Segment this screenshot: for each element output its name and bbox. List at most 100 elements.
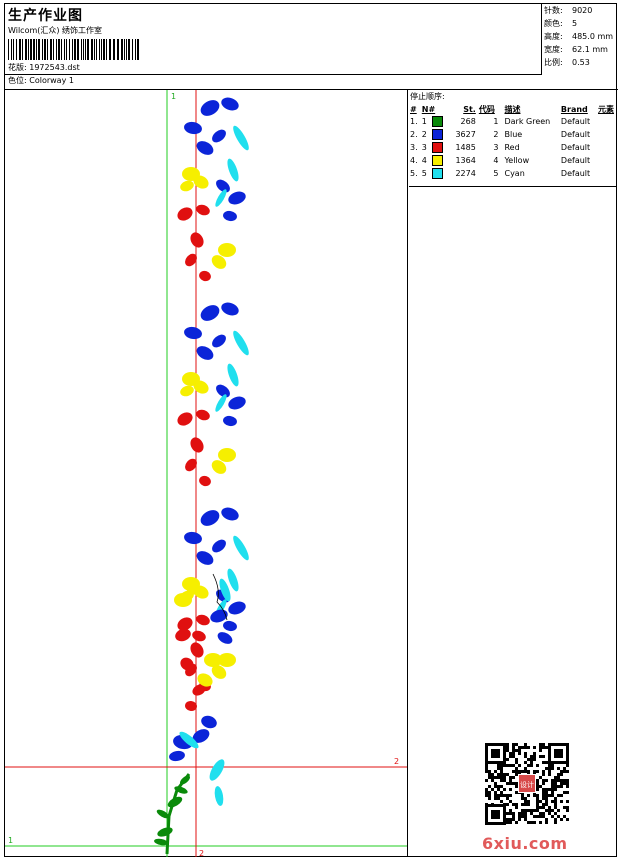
- qr-module: [509, 809, 512, 812]
- blue-leaf: [210, 609, 228, 623]
- blue-leaf: [196, 551, 214, 565]
- qr-finder: [554, 749, 563, 758]
- qr-module: [548, 809, 551, 812]
- qr-module: [539, 743, 542, 746]
- qr-module: [536, 797, 539, 800]
- blue-leaf: [228, 191, 246, 205]
- qr-module: [539, 749, 542, 752]
- qr-module: [497, 785, 500, 788]
- qr-module: [515, 803, 518, 806]
- qr-module: [557, 794, 560, 797]
- sheet-title: 生产作业图: [8, 8, 83, 24]
- qr-module: [557, 785, 560, 788]
- qr-module: [554, 785, 557, 788]
- color-swatch: [431, 168, 443, 179]
- qr-module: [515, 773, 518, 776]
- qr-module: [527, 746, 530, 749]
- cyan-leaf: [214, 786, 224, 806]
- qr-module: [503, 764, 506, 767]
- qr-module: [563, 779, 566, 782]
- blue-leaf: [221, 507, 239, 521]
- qr-module: [566, 779, 569, 782]
- blue-leaf: [196, 346, 214, 360]
- qr-module: [563, 791, 566, 794]
- qr-module: [563, 770, 566, 773]
- qr-module: [530, 812, 533, 815]
- qr-module: [533, 746, 536, 749]
- blue-leaf: [216, 384, 230, 398]
- qr-module: [536, 770, 539, 773]
- qr-module: [542, 773, 545, 776]
- qr-module: [527, 758, 530, 761]
- qr-module: [566, 809, 569, 812]
- qr-module: [563, 815, 566, 818]
- qr-module: [488, 785, 491, 788]
- qr-module: [506, 743, 509, 746]
- legend-row: 4. 4 1364 4 Yellow Default: [410, 155, 591, 166]
- qr-module: [521, 770, 524, 773]
- qr-module: [551, 791, 554, 794]
- qr-module: [497, 776, 500, 779]
- blue-leaf: [200, 305, 220, 321]
- qr-module: [518, 812, 521, 815]
- qr-module: [509, 788, 512, 791]
- yellow-petal: [193, 380, 209, 394]
- qr-module: [563, 782, 566, 785]
- qr-logo-text: 设计: [520, 780, 534, 789]
- blue-leaf: [184, 531, 202, 545]
- qr-module: [545, 821, 548, 824]
- blue-leaf: [200, 510, 220, 526]
- qr-module: [503, 776, 506, 779]
- qr-module: [497, 767, 500, 770]
- qr-module: [542, 791, 545, 794]
- qr-code: 设计: [485, 743, 569, 825]
- green-stem: [165, 773, 191, 855]
- qr-module: [518, 818, 521, 821]
- qr-module: [491, 779, 494, 782]
- guide-label-green-top: 1: [171, 92, 176, 101]
- divider: [5, 74, 542, 75]
- qr-module: [506, 797, 509, 800]
- qr-module: [554, 821, 557, 824]
- yellow-petal: [180, 180, 194, 192]
- design-stats: 针数: 9020 颜色: 5 高度: 485.0 mm 宽度: 62.1 mm 比例: 0…: [541, 4, 618, 74]
- qr-module: [488, 776, 491, 779]
- qr-module: [506, 818, 509, 821]
- qr-module: [521, 809, 524, 812]
- qr-module: [500, 779, 503, 782]
- qr-module: [566, 764, 569, 767]
- colorway-label: 色位:: [8, 76, 27, 85]
- qr-module: [509, 818, 512, 821]
- qr-module: [536, 785, 539, 788]
- red-leaf: [196, 614, 210, 626]
- qr-module: [545, 788, 548, 791]
- qr-module: [551, 809, 554, 812]
- col-index: #: [410, 104, 417, 114]
- qr-module: [539, 815, 542, 818]
- design-file-label: 花版:: [8, 63, 27, 72]
- cyan-leaf: [209, 759, 225, 781]
- qr-module: [533, 809, 536, 812]
- qr-module: [530, 758, 533, 761]
- qr-module: [554, 776, 557, 779]
- qr-module: [533, 752, 536, 755]
- qr-module: [527, 770, 530, 773]
- qr-module: [539, 821, 542, 824]
- qr-module: [497, 794, 500, 797]
- qr-module: [533, 758, 536, 761]
- qr-module: [536, 800, 539, 803]
- qr-module: [554, 782, 557, 785]
- qr-module: [509, 779, 512, 782]
- qr-module: [524, 746, 527, 749]
- qr-module: [530, 809, 533, 812]
- qr-module: [500, 794, 503, 797]
- barcode: [8, 39, 139, 60]
- qr-module: [509, 764, 512, 767]
- qr-module: [545, 800, 548, 803]
- qr-module: [527, 821, 530, 824]
- qr-module: [560, 782, 563, 785]
- qr-module: [512, 815, 515, 818]
- red-leaf: [175, 628, 191, 642]
- qr-module: [560, 794, 563, 797]
- yellow-petal: [193, 175, 209, 189]
